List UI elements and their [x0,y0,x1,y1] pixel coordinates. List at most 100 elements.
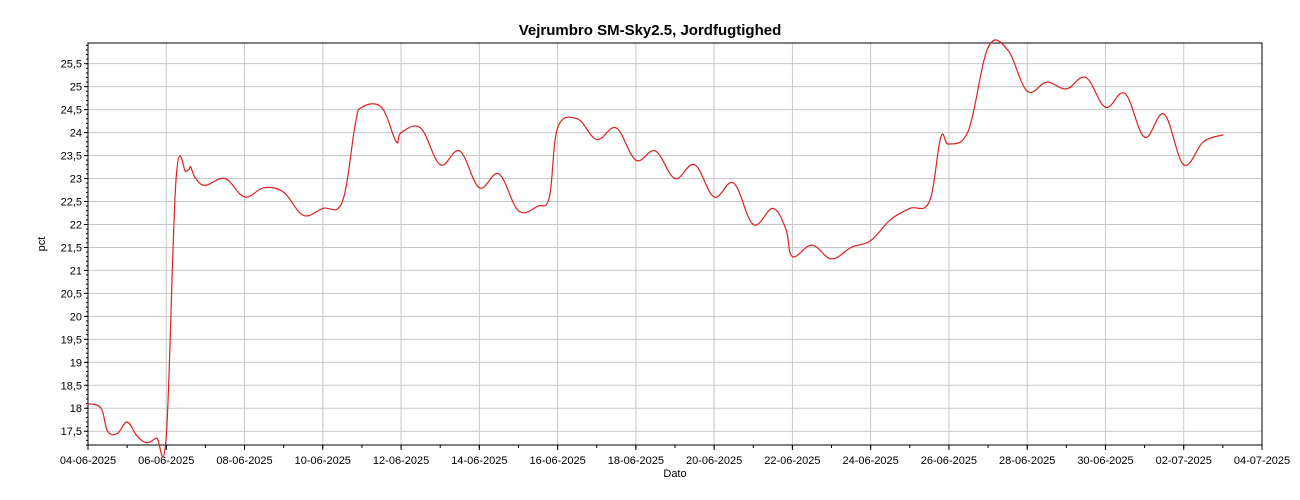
x-tick-label: 20-06-2025 [686,455,742,467]
y-tick-label: 23,5 [61,151,82,163]
data-point [557,127,559,129]
data-point [243,196,246,198]
data-point [361,106,363,108]
x-tick-label: 24-06-2025 [843,455,899,467]
y-tick-label: 23 [70,174,82,186]
y-tick-label: 20 [70,311,82,323]
x-tick-label: 14-06-2025 [451,455,507,467]
data-point [498,173,500,175]
data-point [146,442,148,444]
y-tick-label: 20,5 [61,288,82,300]
y-tick-label: 18 [70,403,82,415]
y-tick-label: 18,5 [61,380,82,392]
data-point [204,184,206,187]
data-point [190,166,192,168]
y-tick-label: 19,5 [61,334,82,346]
y-tick-label: 25 [70,82,82,94]
x-axis: 04-06-2025 06-06-2025 08-06-2025 10-06-2025… [60,445,1290,467]
y-tick-label: 25,5 [61,59,82,71]
data-point [1202,141,1204,143]
data-point [478,187,480,189]
data-point [106,430,109,432]
data-point [395,141,397,143]
data-point [987,46,989,49]
data-point [1222,134,1224,136]
data-point [302,214,304,216]
data-point [733,182,735,184]
x-tick-label: 30-06-2025 [1077,455,1133,467]
data-point [1183,164,1185,166]
data-point [188,168,190,170]
data-point [175,177,177,180]
y-tick-label: 19 [70,357,82,369]
y-tick-label: 22,5 [61,197,82,209]
data-point [548,196,551,198]
x-tick-label: 06-06-2025 [138,455,194,467]
data-point [322,207,324,209]
x-tick-label: 18-06-2025 [608,455,664,467]
data-point [1085,76,1087,79]
data-point [155,437,158,439]
data-point [1026,90,1028,92]
data-point [674,177,676,180]
data-point [940,136,942,138]
data-point [165,435,167,437]
x-tick-label: 02-07-2025 [1156,455,1212,467]
x-tick-label: 10-06-2025 [295,455,351,467]
data-point [517,210,520,212]
data-point [596,138,598,141]
data-point [870,239,872,242]
data-point [948,143,950,145]
data-point [420,127,422,129]
y-axis-label: pct [36,237,48,252]
data-point [1163,113,1165,115]
data-point [811,244,813,246]
data-point [1046,81,1048,83]
data-point [1007,49,1009,51]
series-line [87,39,1224,458]
plot-frame [87,42,1263,446]
data-point [1104,106,1107,108]
data-point [263,187,265,189]
data-point [283,191,285,193]
data-point [87,403,89,405]
data-point [967,129,970,131]
data-point [635,159,637,161]
data-point [1065,88,1067,90]
y-tick-label: 17,5 [61,426,82,438]
data-point [439,164,441,166]
data-point [1144,136,1146,138]
data-point [537,205,539,207]
grid [88,43,1262,445]
data-point [928,200,930,203]
data-point [850,246,852,249]
y-tick-label: 22 [70,219,82,231]
data-point [185,171,187,173]
data-point [195,177,197,180]
data-point [830,258,833,260]
data-point [341,200,343,203]
x-tick-label: 16-06-2025 [529,455,585,467]
data-point [1124,92,1126,95]
y-tick-label: 21,5 [61,242,82,254]
data-point [693,164,696,166]
data-point [136,435,138,437]
x-axis-label: Dato [663,468,686,480]
x-tick-label: 28-06-2025 [999,455,1055,467]
x-tick-label: 04-06-2025 [60,455,116,467]
x-tick-label: 04-07-2025 [1234,455,1290,467]
data-point [224,177,226,180]
data-point [785,228,787,230]
x-tick-label: 26-06-2025 [921,455,977,467]
data-point [459,150,461,152]
x-tick-label: 22-06-2025 [764,455,820,467]
chart-title: Vejrumbro SM-Sky2.5, Jordfugtighed [519,22,782,39]
data-point [116,432,118,435]
series-layer [87,39,1224,458]
data-point [889,219,891,221]
y-tick-label: 21 [70,265,82,277]
data-point [654,150,657,152]
data-point [752,223,754,226]
data-point [354,122,357,124]
